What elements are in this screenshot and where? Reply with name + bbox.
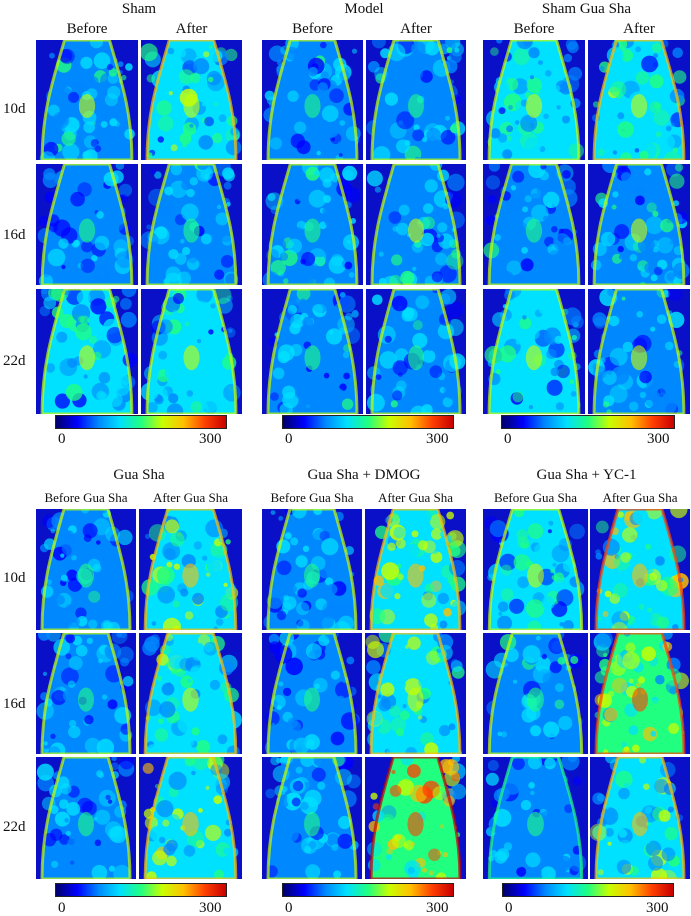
thermal-image-16d-after (590, 633, 690, 754)
row-label-16d: 16d (3, 696, 26, 712)
colorbar-max-label: 300 (426, 431, 449, 447)
thermal-image-16d-before (262, 633, 362, 754)
thermal-image-10d-before (262, 509, 362, 630)
thermal-image-22d-before (483, 757, 588, 879)
thermal-image-16d-before (36, 633, 136, 754)
thermal-image-16d-before (483, 633, 588, 754)
panel-title: Gua Sha (113, 467, 165, 483)
colorbar-max-label: 300 (199, 900, 222, 916)
thermal-image-10d-before (36, 40, 138, 160)
thermal-image-16d-before (483, 164, 585, 285)
colorbar (282, 883, 454, 897)
panel-title: Model (344, 1, 384, 17)
row-label-10d: 10d (3, 570, 26, 586)
thermal-image-16d-after (139, 633, 242, 754)
colorbar (282, 415, 454, 429)
thermal-image-10d-after (588, 40, 690, 160)
row-label-22d: 22d (3, 819, 26, 835)
thermal-image-10d-after (139, 509, 242, 630)
colorbar (55, 415, 227, 429)
colorbar-min-label: 0 (285, 431, 293, 447)
column-label-before: Before Gua Sha (44, 490, 128, 505)
thermal-image-10d-before (483, 40, 585, 160)
thermal-image-22d-before (36, 289, 138, 414)
column-label-before: Before (292, 21, 333, 37)
thermal-image-22d-after (141, 289, 242, 414)
thermal-image-10d-after (590, 509, 690, 630)
panel-title: Gua Sha + YC-1 (536, 467, 637, 483)
colorbar-max-label: 300 (646, 900, 669, 916)
column-label-before: Before (513, 21, 555, 37)
colorbar (502, 883, 674, 897)
thermal-image-22d-before (262, 289, 363, 414)
thermal-image-16d-after (365, 633, 466, 754)
column-label-after: After (623, 21, 655, 37)
thermal-image-22d-after (588, 289, 690, 414)
thermal-image-22d-before (483, 289, 585, 414)
column-label-after: After (400, 21, 432, 37)
column-label-after: After Gua Sha (602, 490, 678, 505)
thermal-image-22d-before (262, 757, 362, 879)
column-label-after: After Gua Sha (377, 490, 454, 505)
panel-title: Gua Sha + DMOG (307, 467, 421, 483)
thermal-image-10d-after (366, 40, 466, 160)
thermal-image-22d-after (366, 289, 466, 414)
thermal-image-16d-before (36, 164, 138, 285)
thermal-image-16d-after (588, 164, 690, 285)
thermal-image-10d-after (141, 40, 242, 160)
colorbar (55, 883, 227, 897)
colorbar-min-label: 0 (58, 431, 66, 447)
colorbar-max-label: 300 (647, 431, 670, 447)
column-label-before: Before Gua Sha (493, 490, 578, 505)
colorbar-min-label: 0 (504, 431, 512, 447)
column-label-after: After Gua Sha (152, 490, 229, 505)
row-label-10d: 10d (3, 101, 26, 117)
thermal-image-22d-before (36, 757, 136, 879)
thermal-image-10d-before (262, 40, 363, 160)
column-label-after: After (175, 21, 208, 37)
thermal-image-22d-after (590, 757, 690, 879)
colorbar-min-label: 0 (58, 900, 66, 916)
thermal-image-10d-after (365, 509, 466, 630)
panel-title: Sham Gua Sha (541, 1, 632, 17)
column-label-before: Before Gua Sha (270, 490, 354, 505)
thermal-image-16d-after (141, 164, 242, 285)
thermal-image-16d-after (366, 164, 466, 285)
colorbar-max-label: 300 (199, 431, 222, 447)
thermal-image-22d-after (139, 757, 242, 879)
colorbar-min-label: 0 (505, 900, 513, 916)
thermal-image-10d-before (36, 509, 136, 630)
row-label-16d: 16d (3, 227, 26, 243)
thermal-image-22d-after (365, 757, 466, 879)
row-label-22d: 22d (3, 353, 26, 369)
column-label-before: Before (66, 21, 108, 37)
colorbar-min-label: 0 (285, 900, 293, 916)
panel-title: Sham (121, 1, 157, 17)
colorbar-max-label: 300 (426, 900, 449, 916)
thermal-image-10d-before (483, 509, 588, 630)
colorbar (501, 415, 675, 429)
thermal-image-16d-before (262, 164, 363, 285)
